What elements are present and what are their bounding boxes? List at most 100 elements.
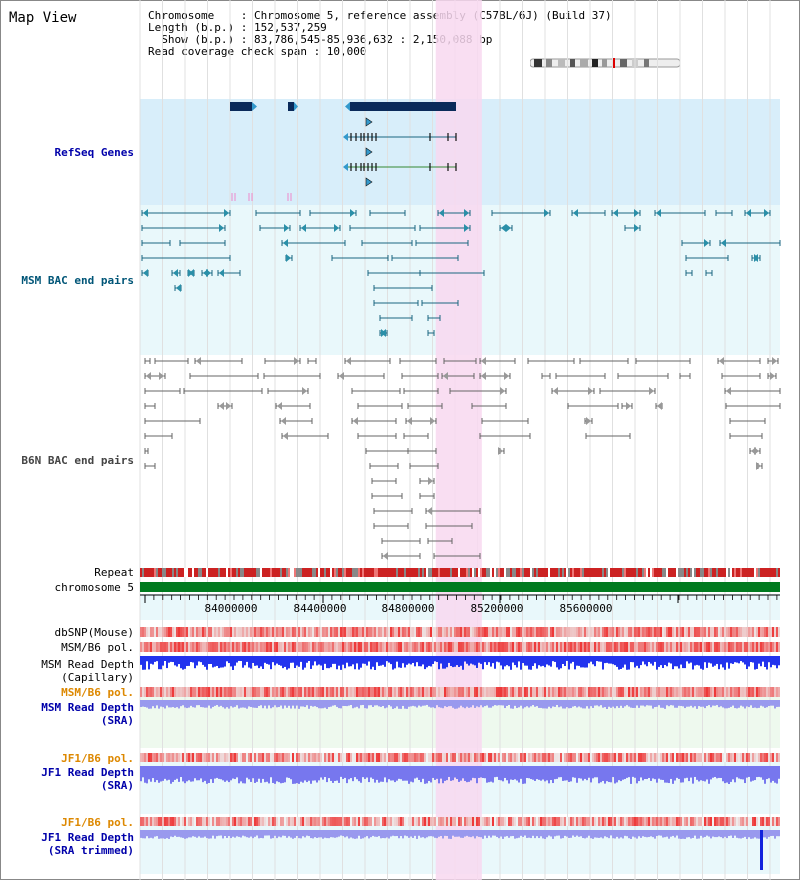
snp-density-cell: [342, 687, 344, 697]
snp-density-cell: [208, 817, 210, 826]
read-depth-bar: [564, 830, 566, 836]
snp-density-cell: [344, 627, 346, 637]
read-depth-bar: [314, 830, 316, 838]
repeat-segment: [584, 568, 586, 577]
label-dbsnp[interactable]: dbSNP(Mouse): [54, 626, 134, 639]
gene-block: [288, 102, 294, 111]
read-depth-bar: [494, 830, 496, 836]
read-depth-bar: [646, 656, 648, 667]
repeat-segment: [418, 568, 420, 577]
read-depth-bar: [364, 766, 366, 779]
read-depth-bar: [638, 656, 640, 669]
snp-density-cell: [594, 753, 596, 762]
read-depth-bar: [378, 830, 380, 837]
read-depth-bar: [152, 656, 154, 665]
snp-density-cell: [756, 753, 758, 762]
snp-density-cell: [428, 753, 430, 762]
snp-density-cell: [560, 753, 562, 762]
read-depth-bar: [402, 656, 404, 664]
snp-density-cell: [758, 753, 760, 762]
snp-density-cell: [312, 687, 314, 697]
snp-density-cell: [496, 627, 498, 637]
repeat-segment: [680, 568, 682, 577]
repeat-segment: [140, 568, 142, 577]
read-depth-bar: [504, 700, 506, 709]
snp-density-cell: [626, 817, 628, 826]
snp-density-cell: [282, 627, 284, 637]
label-msm-pol[interactable]: MSM/B6 pol.: [61, 641, 134, 654]
label-msm-depth-cap[interactable]: MSM Read Depth (Capillary): [41, 658, 134, 684]
read-depth-bar: [304, 766, 306, 781]
read-depth-bar: [222, 830, 224, 839]
read-depth-bar: [494, 766, 496, 778]
snp-density-cell: [614, 687, 616, 697]
read-depth-bar: [682, 830, 684, 839]
label-jf1-depth-trim[interactable]: JF1 Read Depth (SRA trimmed): [41, 831, 134, 857]
snp-density-cell: [348, 642, 350, 652]
snp-density-cell: [192, 642, 194, 652]
snp-density-cell: [426, 817, 428, 826]
repeat-segment: [688, 568, 690, 577]
snp-density-cell: [518, 753, 520, 762]
snp-density-cell: [746, 642, 748, 652]
label-jf1-depth-sra[interactable]: JF1 Read Depth (SRA): [41, 766, 134, 792]
repeat-segment: [496, 568, 498, 577]
read-depth-bar: [330, 656, 332, 668]
label-chromosome[interactable]: chromosome 5: [54, 581, 134, 594]
read-depth-bar: [742, 656, 744, 663]
read-depth-bar: [278, 700, 280, 707]
snp-density-cell: [534, 753, 536, 762]
snp-density-cell: [704, 627, 706, 637]
label-jf1-pol[interactable]: JF1/B6 pol.: [61, 752, 134, 765]
read-depth-bar: [384, 830, 386, 839]
snp-density-cell: [362, 642, 364, 652]
read-depth-bar: [612, 656, 614, 665]
read-depth-bar: [396, 656, 398, 662]
read-depth-bar: [550, 766, 552, 781]
snp-density-cell: [410, 817, 412, 826]
read-depth-bar: [746, 700, 748, 707]
read-depth-bar: [300, 830, 302, 839]
read-depth-bar: [230, 700, 232, 707]
read-depth-bar: [666, 766, 668, 783]
repeat-segment: [160, 568, 162, 577]
snp-density-cell: [702, 753, 704, 762]
repeat-segment: [740, 568, 742, 577]
snp-density-cell: [722, 642, 724, 652]
label-refseq[interactable]: RefSeq Genes: [54, 146, 134, 159]
snp-density-cell: [594, 642, 596, 652]
snp-density-cell: [436, 642, 438, 652]
snp-density-cell: [198, 817, 200, 826]
snp-density-cell: [592, 687, 594, 697]
repeat-segment: [718, 568, 720, 577]
read-depth-bar: [376, 830, 378, 837]
read-depth-bar: [712, 766, 714, 778]
snp-density-cell: [140, 753, 142, 762]
label-msm-depth-sra[interactable]: MSM Read Depth (SRA): [41, 701, 134, 727]
label-jf1-pol-trim[interactable]: JF1/B6 pol.: [61, 816, 134, 829]
snp-density-cell: [710, 753, 712, 762]
snp-density-cell: [718, 753, 720, 762]
read-depth-bar: [584, 656, 586, 668]
snp-density-cell: [634, 627, 636, 637]
label-b6n-bac[interactable]: B6N BAC end pairs: [21, 454, 134, 467]
snp-density-cell: [354, 817, 356, 826]
read-depth-bar: [588, 766, 590, 778]
label-msm-bac[interactable]: MSM BAC end pairs: [21, 274, 134, 287]
snp-density-cell: [254, 627, 256, 637]
snp-density-cell: [658, 817, 660, 826]
label-repeat[interactable]: Repeat: [94, 566, 134, 579]
read-depth-bar: [192, 700, 194, 708]
read-depth-bar: [484, 700, 486, 707]
read-depth-bar: [478, 700, 480, 708]
snp-density-cell: [408, 627, 410, 637]
label-msm-pol-sra[interactable]: MSM/B6 pol.: [61, 686, 134, 699]
snp-density-cell: [622, 817, 624, 826]
snp-density-cell: [278, 753, 280, 762]
snp-density-cell: [164, 627, 166, 637]
repeat-segment: [562, 568, 564, 577]
read-depth-bar: [614, 700, 616, 709]
read-depth-bar: [260, 766, 262, 783]
snp-density-cell: [476, 687, 478, 697]
